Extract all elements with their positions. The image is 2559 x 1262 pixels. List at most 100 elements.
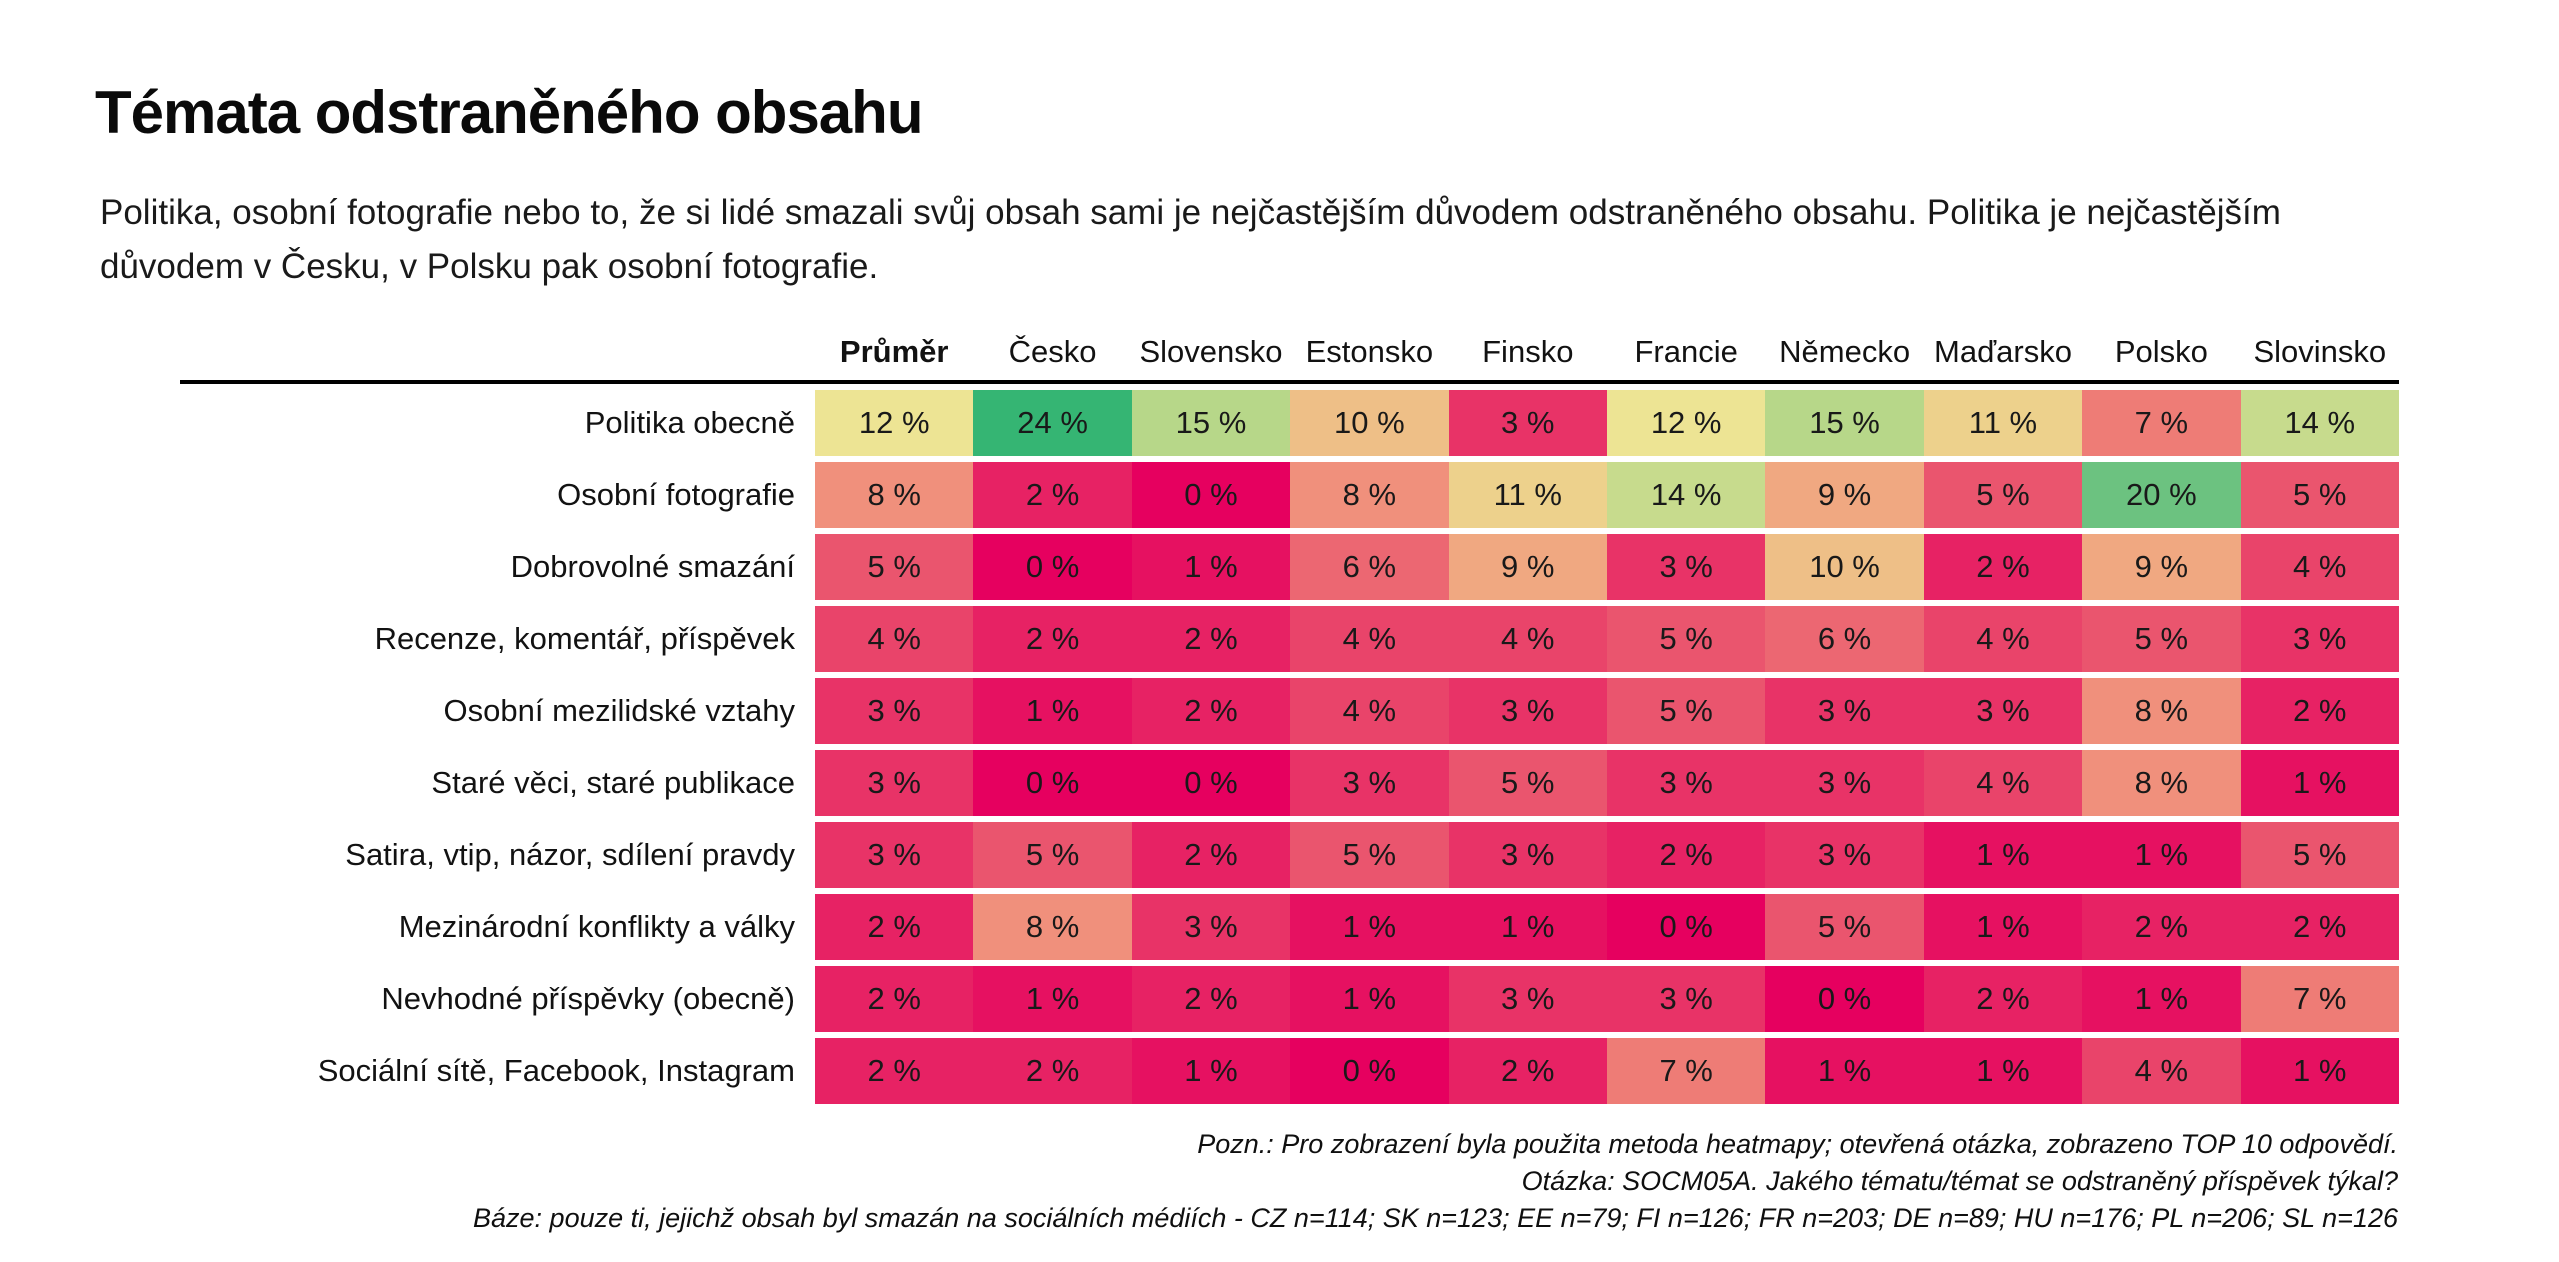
heatmap-cell: 8 % (815, 462, 974, 528)
heatmap-cell: 12 % (815, 390, 974, 456)
heatmap-cell: 2 % (1131, 678, 1291, 744)
heatmap-cell: 0 % (1131, 462, 1291, 528)
heatmap-header-row: Průměr Česko Slovensko Estonsko Finsko Franci… (815, 334, 2399, 370)
heatmap-cell: 2 % (2240, 678, 2399, 744)
row-label: Osobní mezilidské vztahy (443, 693, 795, 728)
row-label: Mezinárodní konflikty a války (398, 909, 795, 944)
heatmap-cell: 5 % (1290, 822, 1449, 888)
heatmap-cell: 4 % (815, 606, 974, 672)
heatmap-cell: 6 % (1765, 606, 1924, 672)
heatmap-cell: 2 % (1131, 966, 1291, 1032)
heatmap-cell: 2 % (973, 1038, 1132, 1104)
heatmap-cell: 5 % (973, 822, 1132, 888)
heatmap-cell: 3 % (1448, 966, 1607, 1032)
heatmap-cell: 2 % (1606, 822, 1766, 888)
heatmap-cell: 5 % (1448, 750, 1607, 816)
column-header: Slovinsko (2253, 334, 2387, 369)
heatmap-cell: 0 % (1131, 750, 1291, 816)
heatmap-cell: 2 % (1923, 534, 2083, 600)
heatmap-cell: 2 % (1131, 822, 1291, 888)
heatmap-cell: 4 % (2082, 1038, 2241, 1104)
column-header: Francie (1634, 334, 1738, 369)
heatmap-cell: 8 % (2082, 678, 2241, 744)
heatmap-cell: 9 % (2082, 534, 2241, 600)
heatmap-cell: 5 % (1606, 606, 1766, 672)
heatmap-cell: 9 % (1765, 462, 1924, 528)
heatmap-cell: 14 % (2240, 390, 2399, 456)
column-header: Česko (1008, 334, 1097, 369)
heatmap-cell: 8 % (973, 894, 1132, 960)
heatmap-cell: 5 % (815, 534, 974, 600)
row-label: Dobrovolné smazání (510, 549, 795, 584)
heatmap-cell: 20 % (2082, 462, 2241, 528)
heatmap-cell: 11 % (1923, 390, 2083, 456)
subtitle: Politika, osobní fotografie nebo to, že … (100, 193, 2281, 286)
heatmap-cell: 6 % (1290, 534, 1449, 600)
heatmap-cell: 12 % (1606, 390, 1766, 456)
heatmap-cell: 0 % (973, 750, 1132, 816)
heatmap-cell: 1 % (1923, 822, 2083, 888)
heatmap-cell: 5 % (1606, 678, 1766, 744)
heatmap-cell: 3 % (1765, 678, 1924, 744)
column-header: Maďarsko (1934, 334, 2072, 369)
heatmap-cell: 2 % (1923, 966, 2083, 1032)
heatmap-cell: 1 % (1290, 894, 1449, 960)
row-label: Nevhodné příspěvky (obecně) (381, 981, 795, 1016)
heatmap-cell: 1 % (1290, 966, 1449, 1032)
heatmap-cell: 11 % (1448, 462, 1607, 528)
heatmap-cell: 1 % (973, 966, 1132, 1032)
heatmap-cell: 1 % (1765, 1038, 1924, 1104)
heatmap-cell: 3 % (1923, 678, 2083, 744)
column-header: Estonsko (1305, 334, 1434, 369)
heatmap-cell: 0 % (1290, 1038, 1449, 1104)
heatmap-cell: 3 % (815, 750, 974, 816)
heatmap-cell: 3 % (1606, 534, 1766, 600)
heatmap-cell: 2 % (1448, 1038, 1607, 1104)
heatmap-cell: 10 % (1290, 390, 1449, 456)
heatmap-cell: 1 % (1923, 1038, 2083, 1104)
heatmap-cell: 1 % (2240, 1038, 2399, 1104)
heatmap-cell: 4 % (1290, 606, 1449, 672)
heatmap-cell: 2 % (815, 894, 974, 960)
heatmap-cell: 2 % (815, 966, 974, 1032)
heatmap-cell: 1 % (1923, 894, 2083, 960)
heatmap-cell: 3 % (1448, 822, 1607, 888)
column-header: Finsko (1482, 334, 1574, 369)
heatmap-cell: 15 % (1131, 390, 1291, 456)
heatmap-cell: 5 % (1923, 462, 2083, 528)
row-label: Osobní fotografie (557, 477, 795, 512)
column-header: Polsko (2114, 334, 2208, 369)
heatmap-cell: 4 % (2240, 534, 2399, 600)
heatmap-cell: 1 % (2082, 822, 2241, 888)
heatmap-cell: 1 % (2240, 750, 2399, 816)
heatmap-cell: 0 % (1606, 894, 1766, 960)
heatmap-cell: 2 % (973, 606, 1132, 672)
heatmap-cell: 3 % (815, 678, 974, 744)
footnotes: Pozn.: Pro zobrazení byla použita metoda… (473, 1126, 2398, 1237)
heatmap-cell: 4 % (1923, 606, 2083, 672)
row-label: Satira, vtip, názor, sdílení pravdy (345, 837, 795, 872)
heatmap-cell: 3 % (1448, 390, 1607, 456)
heatmap-cell: 7 % (2082, 390, 2241, 456)
heatmap-cell: 3 % (1606, 966, 1766, 1032)
column-header: Německo (1779, 334, 1911, 369)
heatmap-cell: 1 % (2082, 966, 2241, 1032)
heatmap-cell: 2 % (2240, 894, 2399, 960)
heatmap-cell: 7 % (1606, 1038, 1766, 1104)
heatmap-cell: 1 % (973, 678, 1132, 744)
row-label: Staré věci, staré publikace (431, 765, 795, 800)
heatmap-cell: 5 % (2240, 822, 2399, 888)
heatmap-cell: 8 % (1290, 462, 1449, 528)
heatmap-cell: 5 % (2240, 462, 2399, 528)
heatmap-cell: 3 % (1448, 678, 1607, 744)
heatmap-cell: 14 % (1606, 462, 1766, 528)
heatmap-cell: 8 % (2082, 750, 2241, 816)
row-label: Politika obecně (584, 405, 795, 440)
heatmap-cell: 2 % (1131, 606, 1291, 672)
footnote-question: Otázka: SOCM05A. Jakého tématu/témat se … (1521, 1166, 2398, 1196)
footnote-base: Báze: pouze ti, jejichž obsah byl smazán… (473, 1203, 2398, 1233)
heatmap-cell: 5 % (2082, 606, 2241, 672)
column-header: Průměr (839, 334, 949, 369)
column-header: Slovensko (1139, 334, 1283, 369)
